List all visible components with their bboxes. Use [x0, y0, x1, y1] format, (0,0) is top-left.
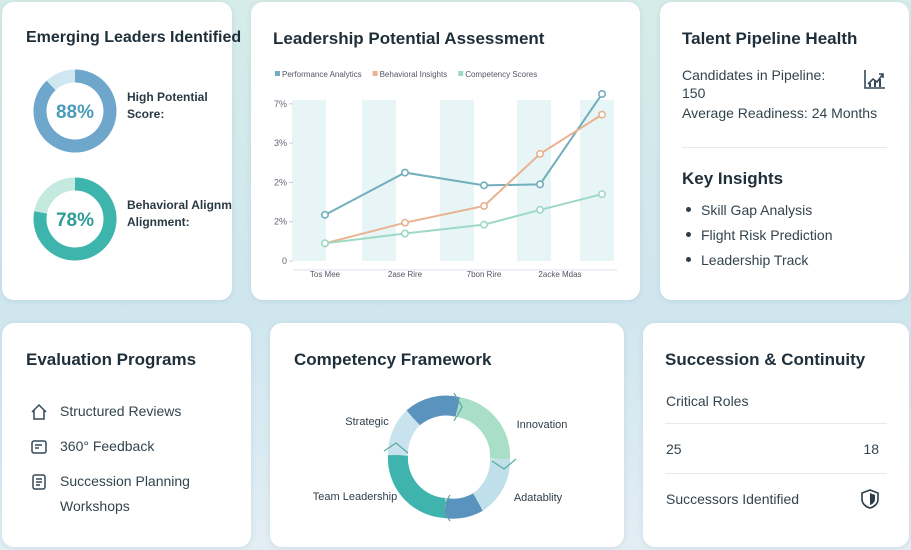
- segment-label: Strategic: [345, 416, 389, 428]
- y-tick-label: 2%: [274, 177, 287, 187]
- card-title: Succession & Continuity: [665, 350, 866, 369]
- program-item: 360° Feedback: [30, 437, 230, 459]
- programs-list: Structured Reviews 360° Feedback Successio…: [30, 402, 230, 532]
- program-icon: [32, 474, 46, 490]
- segment-label: Adatablity: [514, 492, 563, 504]
- y-tick-label: 3%: [274, 138, 287, 148]
- roles-value: 25: [666, 441, 682, 457]
- point: [321, 210, 330, 219]
- point: [480, 201, 489, 210]
- bullet: [686, 207, 691, 212]
- stripe: [517, 100, 551, 261]
- stripe: [580, 100, 614, 261]
- y-tick-label: 7%: [274, 99, 287, 109]
- insight-item: Leadership Track: [682, 252, 833, 268]
- subtitle: Critical Roles: [666, 393, 749, 409]
- bullet: [686, 257, 691, 262]
- candidates-value: 150: [682, 85, 706, 101]
- legend-label: Competency Scores: [465, 70, 537, 79]
- point: [321, 239, 330, 248]
- card-title: Talent Pipeline Health: [682, 29, 858, 48]
- insights-title: Key Insights: [682, 169, 784, 188]
- insight-item: Flight Risk Prediction: [682, 227, 833, 243]
- point: [597, 110, 606, 119]
- legend-swatch: [275, 71, 280, 76]
- framework-ring: Strategic Innovation Team Leadership Adatab…: [313, 392, 568, 522]
- point: [401, 218, 410, 227]
- donut-arc: [33, 69, 117, 153]
- line-chart: 0 2% 2% 3% 7% Tos Mee 2ase Rire 7bon Rire 2acke …: [274, 70, 617, 279]
- program-icon: [31, 440, 47, 454]
- insight-text: Leadership Track: [701, 252, 809, 268]
- point: [535, 149, 544, 158]
- insights-list: Skill Gap Analysis Flight Risk Prediction…: [682, 202, 833, 277]
- point: [401, 229, 410, 238]
- chart-icon: [864, 70, 885, 89]
- y-tick-label: 2%: [274, 217, 287, 227]
- successors-value: 18: [863, 441, 879, 457]
- card-title: Competency Framework: [294, 350, 492, 369]
- point: [597, 90, 606, 99]
- insight-text: Skill Gap Analysis: [701, 202, 813, 218]
- point: [480, 220, 489, 229]
- emerging-card: Emerging Leaders Identified 88% High Pote…: [2, 2, 241, 300]
- segment-label: Team Leadership: [313, 491, 397, 503]
- stripe: [292, 100, 326, 261]
- segment-label: Innovation: [517, 419, 568, 431]
- donuts: 88% High Potential Score: 78% Behavioral Ali…: [33, 69, 232, 261]
- program-text: Succession Planning Workshops: [60, 473, 190, 514]
- divider: [665, 473, 887, 474]
- divider: [682, 147, 887, 148]
- legend-label: Performance Analytics: [282, 70, 362, 79]
- x-tick-label: Tos Mee: [310, 270, 341, 279]
- x-tick-label: 2ase Rire: [388, 270, 423, 279]
- programs-card: Evaluation Programs Structured Reviews 36…: [2, 323, 251, 547]
- metric-label: Behavioral Alignment: [127, 198, 232, 212]
- program-item: Succession Planning Workshops: [30, 472, 230, 519]
- program-icon: [31, 403, 47, 420]
- divider: [665, 423, 887, 424]
- legend-label: Behavioral Insights: [380, 70, 448, 79]
- donut-label: 78%: [56, 210, 94, 231]
- insight-item: Skill Gap Analysis: [682, 202, 833, 218]
- metric-label: Alignment:: [127, 215, 190, 229]
- point: [480, 181, 489, 190]
- point: [597, 190, 606, 199]
- legend-swatch: [458, 71, 464, 76]
- x-tick-label: 7bon Rire: [467, 270, 502, 279]
- footer: Successors Identified: [666, 491, 800, 507]
- assessment-card: Leadership Potential Assessment 0 2% 2% 3% 7…: [251, 2, 640, 300]
- insight-text: Flight Risk Prediction: [701, 227, 833, 243]
- program-item: Structured Reviews: [30, 402, 230, 424]
- candidates-label: Candidates in Pipeline:: [682, 67, 826, 83]
- x-tick-label: 2acke Mdas: [538, 270, 581, 279]
- legend-swatch: [372, 71, 378, 76]
- point: [401, 168, 410, 177]
- framework-card: Competency Framework Strategic Innovation…: [270, 323, 624, 547]
- y-tick-label: 0: [282, 256, 287, 266]
- metric-label: High Potential: [127, 90, 208, 104]
- pipeline-card: Talent Pipeline Health Candidates in Pip…: [660, 2, 909, 300]
- card-title: Leadership Potential Assessment: [273, 29, 545, 48]
- succession-card: Succession & Continuity Critical Roles 2…: [643, 323, 909, 547]
- donut-arc: [33, 177, 117, 261]
- readiness: Average Readiness: 24 Months: [682, 105, 878, 121]
- card-title: Evaluation Programs: [26, 350, 197, 369]
- program-text: Structured Reviews: [60, 403, 182, 419]
- bullet: [686, 232, 691, 237]
- point: [535, 180, 544, 189]
- point: [535, 205, 544, 214]
- program-text: 360° Feedback: [60, 438, 155, 454]
- metric-label: Score:: [127, 107, 164, 121]
- shield-icon: [861, 489, 879, 509]
- donut-label: 88%: [56, 102, 94, 123]
- card-title: Emerging Leaders Identified: [26, 29, 242, 46]
